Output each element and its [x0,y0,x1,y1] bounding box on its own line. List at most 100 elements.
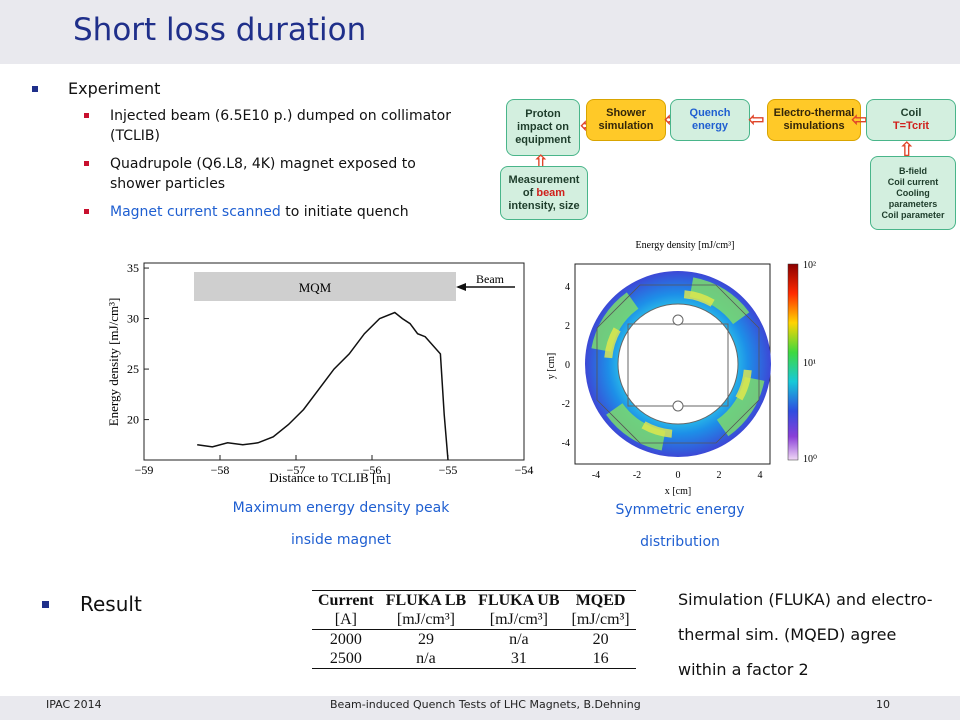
beam-arrow-head [456,283,466,291]
left-caption-line-1: Maximum energy density peak [232,500,450,516]
bullet-experiment: Experiment [30,78,490,100]
footer-center: Beam-induced Quench Tests of LHC Magnets… [330,698,641,711]
result-label: Result [80,592,142,616]
colorbar-tick-mid: 10¹ [803,358,816,369]
x-tick-label: −55 [439,463,458,477]
arrow-params-to-coil: ⇦ [895,140,920,158]
unit-mqed: [mJ/cm³] [571,611,630,628]
quench-energy-box: Quench energy [670,99,750,141]
x-tick-label: −59 [135,463,154,477]
unit-current: [A] [334,611,357,628]
y-axis-label: Energy density [mJ/cm³] [106,298,121,427]
plot-frame [143,262,525,461]
table-cell: 31 [510,650,527,667]
heatmap-x-label: x [cm] [665,486,691,497]
measure-line-3: intensity, size [508,199,580,212]
table-row: 2000 29 n/a 20 [312,630,636,650]
table-cell: 16 [592,650,609,667]
x-tick-label: −56 [363,463,382,477]
experiment-bullets: Experiment Injected beam (6.5E10 p.) dum… [30,78,490,230]
bullet-quadrupole: Quadrupole (Q6.L8, 4K) magnet exposed to… [30,154,470,194]
param-coil-current: Coil current [887,176,939,187]
mqm-band [194,272,456,301]
param-cooling: Cooling [896,187,930,198]
footer-bar [0,696,960,720]
y-tick-label: 30 [127,312,139,326]
right-caption-line-1: Symmetric energy [615,502,745,518]
shower-line-1: Shower [606,107,646,119]
arrow-electro-to-quench: ⇦ [748,107,765,131]
table-cell: 20 [592,631,609,648]
x-tick-label: −54 [515,463,534,477]
electro-line-1: Electro-thermal [773,107,855,119]
table-row: 2500 n/a 31 16 [312,649,636,669]
result-table: Current FLUKA LB FLUKA UB MQED [A] [mJ/c… [312,590,636,669]
heatmap-y-tick-label: -4 [562,438,570,449]
measure-of-beam: of beam [523,187,565,199]
colorbar-tick-bottom: 10⁰ [803,454,817,465]
left-caption-line-2: inside magnet [291,532,391,548]
heatmap-x-tick-label: 2 [717,470,722,481]
result-summary: Simulation (FLUKA) and electro-thermal s… [678,590,933,679]
proton-impact-box: Proton impact on equipment [506,99,580,156]
energy-density-line-chart: MQM Beam −59 −58 −57 −56 −55 −54 20 25 30 35 Dist… [106,261,534,485]
energy-density-heatmap: Energy density [mJ/cm³] -4 -2 0 2 4 4 2 0 -2 -4 x… [546,240,817,497]
header-fluka-ub: FLUKA UB [478,592,560,609]
bore-marker-bottom [672,400,684,412]
table-cell: 2000 [329,631,362,648]
heatmap-title: Energy density [mJ/cm³] [636,240,735,251]
x-tick-label: −58 [211,463,230,477]
left-chart-caption: Maximum energy density peak inside magne… [196,492,486,556]
footer-left: IPAC 2014 [46,698,102,711]
proton-line-1: Proton [525,108,561,120]
heatmap-y-tick-label: -2 [562,399,570,410]
measure-beam-word: beam [536,186,566,199]
heatmap-y-tick-label: 4 [565,282,570,293]
coil-tcrit: T=Tcrit [892,120,930,132]
measure-line-2: of beam [523,187,565,200]
param-bfield: B-field [899,165,927,176]
heatmap-y-label: y [cm] [546,353,557,379]
arrow-coil-to-electro: ⇦ [851,107,868,131]
table-header-row: Current FLUKA LB FLUKA UB MQED [312,590,636,611]
header-current: Current [318,592,374,609]
mqm-label: MQM [299,280,332,295]
x-axis-label: Distance to TCLIB [m] [269,470,390,485]
bore-marker-top [672,314,684,326]
heatmap-x-tick-label: 4 [758,470,763,481]
unit-fluka-ub: [mJ/cm³] [489,611,548,628]
current-scan-rest: to initiate quench [280,204,409,220]
y-tick-label: 20 [127,413,139,427]
quench-line-1: Quench [689,107,731,119]
energy-density-series [197,311,449,461]
y-tick-label: 25 [127,362,139,376]
unit-fluka-lb: [mJ/cm³] [396,611,455,628]
heatmap-x-tick-label: -4 [592,470,600,481]
coil-label: Coil [900,107,922,119]
table-cell: 29 [417,631,434,648]
heatmap-x-tick-label: -2 [633,470,641,481]
heatmap-y-tick-label: 0 [565,360,570,371]
y-tick-label: 35 [127,261,139,275]
param-parameters: parameters [888,198,938,209]
title-bar [0,0,960,64]
heatmap-y-tick-label: 2 [565,321,570,332]
shower-simulation-box: Shower simulation [586,99,666,141]
electro-thermal-box: Electro-thermal simulations [767,99,861,141]
table-cell: n/a [509,631,529,648]
measure-of-text: of [522,186,537,199]
measurement-box: Measurement of beam intensity, size [500,166,588,220]
beam-label: Beam [476,272,505,286]
shower-line-2: simulation [598,120,654,132]
right-caption-line-2: distribution [640,534,720,550]
x-tick-label: −57 [287,463,306,477]
colorbar-tick-top: 10² [803,260,816,271]
header-fluka-lb: FLUKA LB [385,592,467,609]
table-cell: 2500 [329,650,362,667]
octagon-outline [596,284,760,444]
current-scan-highlight: Magnet current scanned [110,204,281,220]
result-bullet: Result [42,592,142,616]
electro-line-2: simulations [783,120,845,132]
coil-box: Coil T=Tcrit [866,99,956,141]
footer-page-number: 10 [876,698,890,711]
